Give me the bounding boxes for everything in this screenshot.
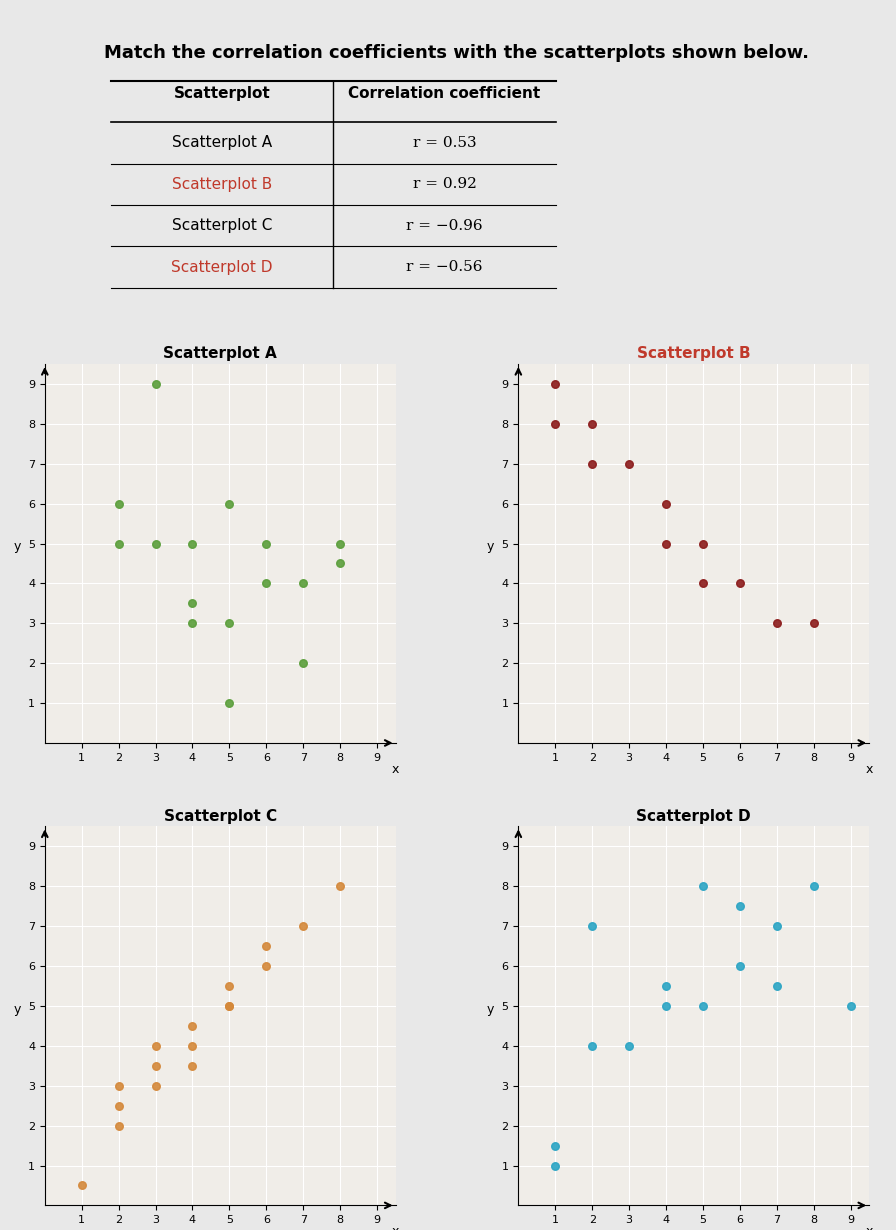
Y-axis label: y: y bbox=[13, 1002, 21, 1016]
Point bbox=[585, 916, 599, 936]
Point bbox=[770, 614, 784, 633]
Point bbox=[548, 374, 563, 394]
Text: Correlation coefficient: Correlation coefficient bbox=[349, 86, 540, 101]
Point bbox=[733, 956, 747, 975]
Point bbox=[185, 534, 200, 554]
Point bbox=[149, 1036, 163, 1055]
Point bbox=[696, 534, 711, 554]
Text: r = 0.92: r = 0.92 bbox=[413, 177, 477, 192]
Point bbox=[259, 956, 273, 975]
Point bbox=[696, 573, 711, 593]
Point bbox=[806, 614, 821, 633]
Text: Scatterplot B: Scatterplot B bbox=[172, 177, 272, 192]
Point bbox=[659, 534, 673, 554]
Point bbox=[222, 493, 237, 513]
Point bbox=[843, 996, 857, 1016]
Text: r = −0.56: r = −0.56 bbox=[407, 260, 483, 274]
Point bbox=[222, 694, 237, 713]
Point bbox=[222, 977, 237, 996]
Point bbox=[622, 1036, 636, 1055]
Title: Scatterplot B: Scatterplot B bbox=[637, 347, 751, 362]
Point bbox=[770, 916, 784, 936]
Point bbox=[111, 1096, 125, 1116]
Point bbox=[585, 415, 599, 434]
Text: r = 0.53: r = 0.53 bbox=[413, 135, 477, 150]
Point bbox=[149, 1055, 163, 1075]
Point bbox=[733, 897, 747, 916]
Point bbox=[259, 936, 273, 956]
Point bbox=[585, 454, 599, 474]
Point bbox=[111, 493, 125, 513]
Text: Scatterplot D: Scatterplot D bbox=[171, 260, 272, 274]
Point bbox=[333, 877, 348, 897]
Point bbox=[149, 534, 163, 554]
Text: Match the correlation coefficients with the scatterplots shown below.: Match the correlation coefficients with … bbox=[105, 44, 809, 63]
Text: x: x bbox=[866, 763, 873, 776]
Point bbox=[111, 534, 125, 554]
Point bbox=[111, 1116, 125, 1135]
Point bbox=[259, 573, 273, 593]
Point bbox=[149, 1076, 163, 1096]
Point bbox=[296, 916, 310, 936]
Text: x: x bbox=[392, 763, 400, 776]
Point bbox=[548, 1135, 563, 1155]
Point bbox=[659, 977, 673, 996]
Point bbox=[659, 996, 673, 1016]
Point bbox=[111, 1076, 125, 1096]
Point bbox=[770, 977, 784, 996]
Point bbox=[333, 554, 348, 573]
Point bbox=[585, 1036, 599, 1055]
Point bbox=[696, 877, 711, 897]
Text: r = −0.96: r = −0.96 bbox=[406, 219, 483, 232]
Y-axis label: y: y bbox=[13, 540, 21, 554]
Point bbox=[149, 374, 163, 394]
Point bbox=[185, 1036, 200, 1055]
Point bbox=[696, 996, 711, 1016]
Text: Scatterplot A: Scatterplot A bbox=[172, 135, 272, 150]
Title: Scatterplot A: Scatterplot A bbox=[163, 347, 277, 362]
Point bbox=[733, 573, 747, 593]
Text: Scatterplot: Scatterplot bbox=[174, 86, 271, 101]
Point bbox=[222, 996, 237, 1016]
Point bbox=[259, 534, 273, 554]
Point bbox=[622, 454, 636, 474]
Point bbox=[74, 1176, 89, 1196]
Point bbox=[185, 1055, 200, 1075]
Point bbox=[222, 996, 237, 1016]
Point bbox=[296, 573, 310, 593]
Point bbox=[296, 653, 310, 673]
Point bbox=[185, 1016, 200, 1036]
Y-axis label: y: y bbox=[487, 540, 494, 554]
Y-axis label: y: y bbox=[487, 1002, 494, 1016]
Point bbox=[185, 614, 200, 633]
Title: Scatterplot D: Scatterplot D bbox=[636, 809, 751, 824]
Point bbox=[222, 614, 237, 633]
Text: x: x bbox=[866, 1225, 873, 1230]
Point bbox=[185, 594, 200, 614]
Point bbox=[548, 415, 563, 434]
Text: Scatterplot C: Scatterplot C bbox=[172, 218, 272, 234]
Title: Scatterplot C: Scatterplot C bbox=[164, 809, 277, 824]
Point bbox=[659, 493, 673, 513]
Point bbox=[333, 534, 348, 554]
Point bbox=[548, 1156, 563, 1176]
Text: x: x bbox=[392, 1225, 400, 1230]
Point bbox=[806, 877, 821, 897]
